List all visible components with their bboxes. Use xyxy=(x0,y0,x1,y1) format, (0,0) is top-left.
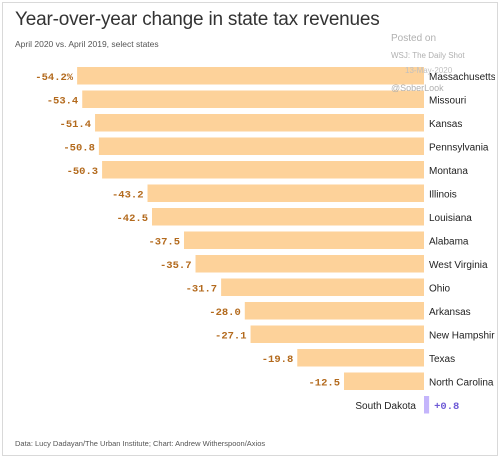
state-label-texas: Texas xyxy=(429,354,455,365)
state-label-missouri: Missouri xyxy=(429,95,466,106)
bar-texas xyxy=(297,349,424,367)
watermark-handle: @SoberLook xyxy=(391,83,444,93)
bar-west-virginia xyxy=(195,255,424,273)
chart-subtitle: April 2020 vs. April 2019, select states xyxy=(15,39,159,49)
state-label-montana: Montana xyxy=(429,166,468,177)
bar-montana xyxy=(102,161,424,179)
value-label-arkansas: -28.0 xyxy=(209,307,241,319)
state-label-new-hampshire: New Hampshire xyxy=(429,330,498,341)
value-label-texas: -19.8 xyxy=(262,354,294,366)
bar-louisiana xyxy=(152,208,424,226)
bar-new-hampshire xyxy=(250,325,424,343)
bar-arkansas xyxy=(244,302,424,320)
bar-pennsylvania xyxy=(98,137,424,155)
value-label-south-dakota: +0.8 xyxy=(434,401,459,413)
bar-missouri xyxy=(82,90,425,108)
source-note: Data: Lucy Dadayan/The Urban Institute; … xyxy=(15,439,266,448)
bar-massachusetts xyxy=(77,67,425,85)
state-label-louisiana: Louisiana xyxy=(429,213,472,224)
bar-chart: -54.2% Massachusetts -53.4 Missouri -51.4 Kan… xyxy=(35,67,498,414)
bar-kansas xyxy=(95,114,424,132)
watermark-posted-on: Posted on xyxy=(391,33,437,44)
state-label-alabama: Alabama xyxy=(429,236,469,247)
bar-ohio xyxy=(221,278,424,296)
value-label-north-carolina: -12.5 xyxy=(308,377,340,389)
value-label-alabama: -37.5 xyxy=(148,236,180,248)
value-label-louisiana: -42.5 xyxy=(116,213,148,225)
watermark-date: 13-May-2020 xyxy=(405,66,453,75)
value-label-massachusetts: -54.2% xyxy=(35,72,74,84)
state-label-pennsylvania: Pennsylvania xyxy=(429,142,489,153)
state-label-massachusetts: Massachusetts xyxy=(429,72,496,83)
state-label-ohio: Ohio xyxy=(429,283,451,294)
chart-title: Year-over-year change in state tax reven… xyxy=(15,9,380,30)
value-label-west-virginia: -35.7 xyxy=(160,260,192,272)
value-label-ohio: -31.7 xyxy=(186,283,218,295)
bar-alabama xyxy=(184,231,424,249)
value-label-new-hampshire: -27.1 xyxy=(215,330,247,342)
chart-frame: Year-over-year change in state tax reven… xyxy=(2,2,498,456)
state-label-illinois: Illinois xyxy=(429,189,457,200)
bar-illinois xyxy=(147,184,424,202)
value-label-pennsylvania: -50.8 xyxy=(63,142,95,154)
state-label-kansas: Kansas xyxy=(429,119,462,130)
state-label-arkansas: Arkansas xyxy=(429,307,471,318)
value-label-montana: -50.3 xyxy=(67,166,99,178)
bar-north-carolina xyxy=(344,372,424,390)
state-label-north-carolina: North Carolina xyxy=(429,377,494,388)
value-label-missouri: -53.4 xyxy=(47,95,79,107)
value-label-illinois: -43.2 xyxy=(112,189,144,201)
watermark-source: WSJ: The Daily Shot xyxy=(391,51,465,60)
state-label-west-virginia: West Virginia xyxy=(429,260,488,271)
value-label-kansas: -51.4 xyxy=(60,119,92,131)
bar-south-dakota xyxy=(424,396,430,414)
state-label-south-dakota: South Dakota xyxy=(355,401,416,412)
